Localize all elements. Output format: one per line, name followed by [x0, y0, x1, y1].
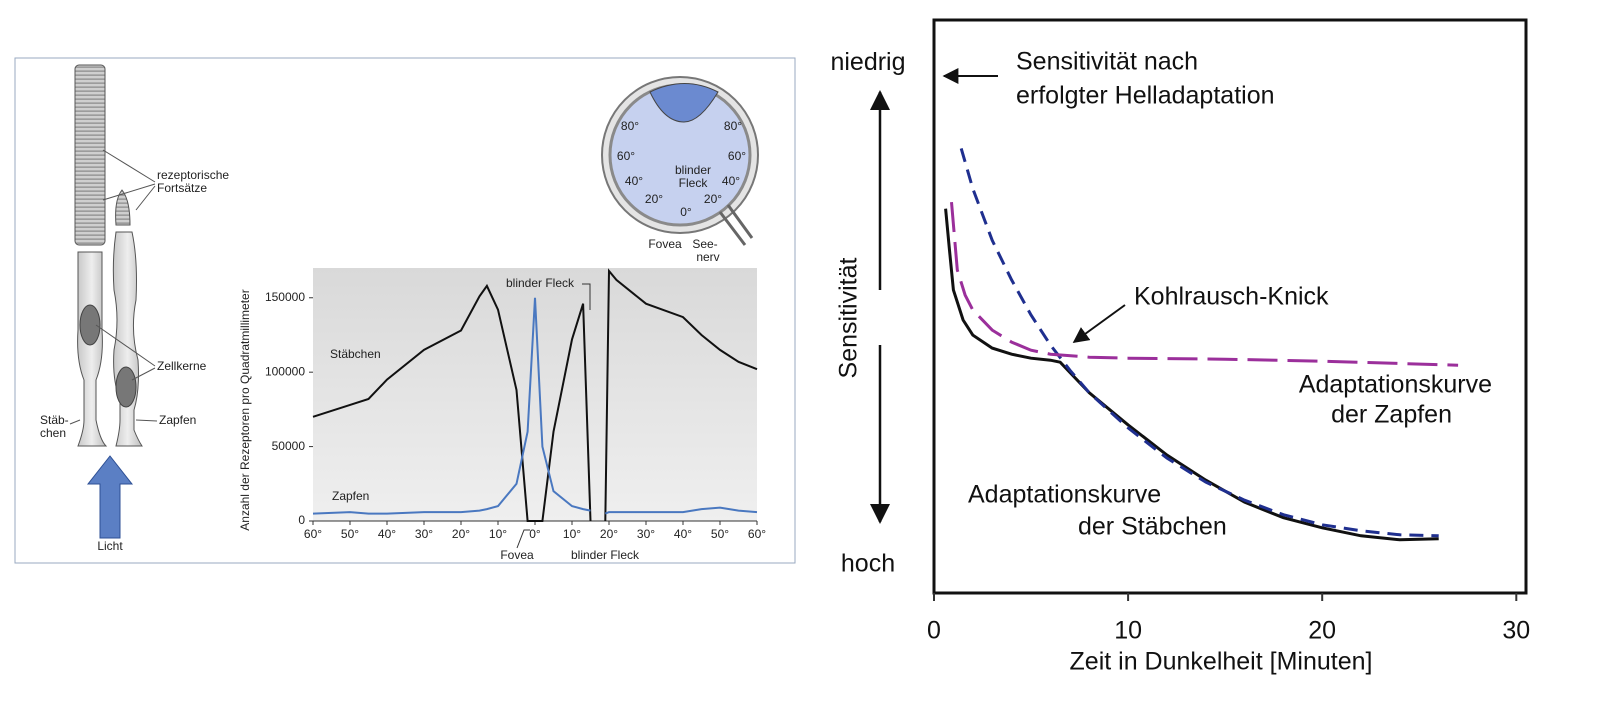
lens	[649, 83, 719, 123]
y-axis-label: Sensitivität	[835, 258, 863, 379]
eye-label: Fovea	[648, 237, 682, 251]
x-tick-label: 20	[1308, 617, 1336, 645]
series-label: Zapfen	[332, 489, 369, 503]
annotation: Sensitivität nach	[1016, 48, 1198, 76]
x-tick-label: 10	[1114, 617, 1142, 645]
light-arrow	[86, 455, 134, 539]
y-tick-label: 50000	[272, 439, 306, 453]
eye-label: 20°	[704, 192, 722, 206]
leader-lines	[69, 149, 158, 425]
eye-label: 40°	[722, 174, 740, 188]
x-tick-label: 50°	[341, 527, 359, 541]
x-tick-label: 10°	[489, 527, 507, 541]
x-tick-label: 40°	[378, 527, 396, 541]
rod-outer-segment	[74, 64, 106, 246]
eye-label: 0°	[680, 205, 692, 219]
x-tick-label: 20°	[600, 527, 618, 541]
y-axis-label: Anzahl der Rezeptoren pro Quadratmillime…	[238, 289, 252, 530]
y-tick-label: 100000	[265, 364, 305, 378]
annotation-leader	[516, 529, 530, 549]
x-tick-label: 30°	[637, 527, 655, 541]
series-line	[950, 201, 1459, 367]
plot-frame	[932, 18, 1528, 595]
annotation-arrow	[1072, 304, 1126, 343]
x-tick-label: 30°	[415, 527, 433, 541]
eye-label: 60°	[617, 149, 635, 163]
annotation: erfolgter Helladaptation	[1016, 82, 1275, 110]
optic-nerve	[718, 204, 754, 246]
cell-label: Zellkerne	[157, 359, 207, 373]
cone-outer-segment	[115, 189, 131, 226]
cell-label: rezeptorische	[157, 168, 229, 182]
annotation-bracket	[582, 283, 591, 310]
cell-label: chen	[40, 426, 66, 440]
rod-nucleus	[79, 304, 101, 346]
y-tick-label: 0	[298, 513, 305, 527]
eye-label: 20°	[645, 192, 663, 206]
x-tick-label: 60°	[748, 527, 766, 541]
y-tick-label: hoch	[841, 550, 895, 578]
x-tick-label: 60°	[304, 527, 322, 541]
eye-label: See-	[692, 237, 717, 251]
x-tick-label: 0	[927, 617, 941, 645]
x-tick-label: 30	[1502, 617, 1530, 645]
annotation: der Zapfen	[1331, 401, 1452, 429]
annotation: Kohlrausch-Knick	[1134, 283, 1329, 311]
annotation: Adaptationskurve	[1299, 371, 1492, 399]
cell-label: Licht	[97, 539, 123, 553]
annotation: Adaptationskurve	[968, 481, 1161, 509]
annotation: blinder Fleck	[571, 548, 640, 562]
x-tick-label: 0°	[529, 527, 541, 541]
series-line	[944, 208, 1439, 542]
eye-label: 40°	[625, 174, 643, 188]
x-tick-label: 20°	[452, 527, 470, 541]
eye-label: 80°	[621, 119, 639, 133]
series-line	[312, 297, 758, 515]
eye-label: nerv	[696, 250, 719, 264]
eye-label: blinder	[675, 163, 711, 177]
y-tick-label: 150000	[265, 290, 305, 304]
annotation: blinder Fleck	[506, 276, 575, 290]
cell-illustration: rezeptorische Fortsätze Zellkerne Stäb- …	[40, 64, 229, 553]
x-tick-label: 10°	[563, 527, 581, 541]
x-axis-label: Zeit in Dunkelheit [Minuten]	[1070, 648, 1373, 676]
series-line	[312, 268, 758, 522]
cone-nucleus	[115, 366, 137, 408]
cell-label: Zapfen	[159, 413, 196, 427]
cell-label: Stäb-	[40, 413, 69, 427]
eye-label: 60°	[728, 149, 746, 163]
x-tick-label: 40°	[674, 527, 692, 541]
annotation: der Stäbchen	[1078, 513, 1227, 541]
eye-label: 80°	[724, 119, 742, 133]
annotation: Fovea	[500, 548, 534, 562]
series-line	[959, 147, 1439, 538]
rod-body	[77, 251, 108, 447]
x-tick-label: 50°	[711, 527, 729, 541]
eye-illustration: 80° 60° 40° 20° 0° 80° 60° 40° 20° blind…	[601, 76, 759, 264]
eye-label: Fleck	[679, 176, 709, 190]
cell-label: Fortsätze	[157, 181, 207, 195]
y-tick-label: niedrig	[830, 48, 905, 76]
series-label: Stäbchen	[330, 347, 381, 361]
